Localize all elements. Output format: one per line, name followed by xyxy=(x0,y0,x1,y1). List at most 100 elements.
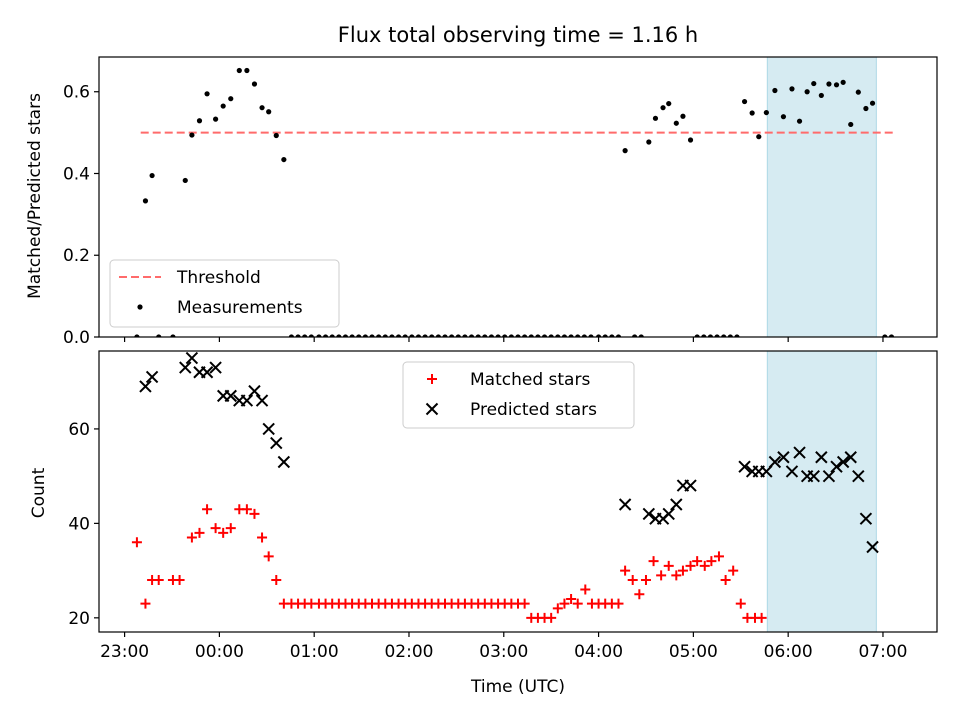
measurement-point xyxy=(763,109,769,116)
measurement-point xyxy=(701,334,707,337)
matched-star-point xyxy=(140,598,151,609)
measurement-point xyxy=(622,148,628,154)
predicted-star-point xyxy=(209,361,222,374)
measurement-point xyxy=(462,334,468,337)
matched-star-point xyxy=(271,575,282,586)
top-panel: 0.0 0.2 0.4 0.6 Threshold Measurements xyxy=(63,56,938,348)
measurement-point xyxy=(429,334,435,337)
legend-matched-swatch xyxy=(427,374,437,384)
measurement-point xyxy=(495,334,501,337)
predicted-star-point xyxy=(852,469,865,483)
matched-star-point xyxy=(218,527,229,538)
matched-star-point xyxy=(552,603,563,614)
measurement-point xyxy=(281,156,287,163)
matched-star-point xyxy=(648,556,659,567)
bottom-x-tick-label: 05:00 xyxy=(669,642,718,662)
measurement-point xyxy=(308,334,314,337)
top-legend: Threshold Measurements xyxy=(109,259,340,328)
measurement-point xyxy=(568,334,574,337)
top-y-tick-label: 0.0 xyxy=(63,328,90,348)
bottom-x-tick-label: 06:00 xyxy=(764,642,813,662)
predicted-star-point xyxy=(248,384,261,398)
measurement-point xyxy=(575,334,581,337)
predicted-star-point xyxy=(240,394,254,407)
measurement-point xyxy=(535,334,541,337)
predicted-star-point xyxy=(768,455,782,469)
matched-star-point xyxy=(546,612,557,623)
predicted-star-point xyxy=(145,370,159,384)
measurement-point xyxy=(789,86,795,92)
measurement-point xyxy=(811,80,817,87)
measurement-point xyxy=(382,334,388,337)
measurement-point xyxy=(721,334,727,337)
measurement-point xyxy=(515,334,521,337)
measurement-point xyxy=(855,89,861,95)
measurement-point xyxy=(402,334,408,337)
measurement-point xyxy=(833,82,840,88)
predicted-star-point xyxy=(738,460,751,473)
matched-star-point xyxy=(131,537,142,548)
measurement-point xyxy=(840,79,846,85)
bottom-legend-box xyxy=(402,361,635,429)
measurement-point xyxy=(435,334,441,337)
predicted-star-point xyxy=(270,436,283,450)
bottom-x-tick-label: 23:00 xyxy=(100,642,149,662)
measurement-point xyxy=(561,334,568,337)
matched-star-point xyxy=(640,575,651,586)
measurement-point xyxy=(595,334,602,337)
measurement-point xyxy=(449,334,455,337)
matched-star-point xyxy=(210,523,221,534)
matched-star-point xyxy=(671,570,682,581)
chart-title: Flux total observing time = 1.16 h xyxy=(338,23,698,47)
matched-star-point xyxy=(728,565,739,576)
measurement-point xyxy=(646,139,652,145)
measurement-point xyxy=(422,334,428,337)
measurement-point xyxy=(170,334,176,337)
top-y-tick-label: 0.2 xyxy=(63,246,90,266)
predicted-star-point xyxy=(785,465,799,478)
predicted-star-point xyxy=(830,460,843,473)
measurement-point xyxy=(468,334,475,337)
measurement-point xyxy=(376,334,382,337)
measurement-point xyxy=(228,96,234,102)
bottom-x-tick-label: 03:00 xyxy=(479,642,528,662)
measurement-point xyxy=(182,177,188,184)
predicted-star-point xyxy=(642,507,656,521)
matched-star-point xyxy=(656,570,667,581)
measurement-point xyxy=(652,115,659,121)
matched-star-point xyxy=(756,612,767,623)
matched-star-point xyxy=(692,556,703,567)
measurement-point xyxy=(848,121,854,128)
bottom-y-tick-label: 60 xyxy=(68,420,90,440)
measurement-point xyxy=(869,100,876,106)
matched-star-point xyxy=(249,508,260,519)
measurement-point xyxy=(349,334,355,337)
top-highlight-band xyxy=(767,57,877,337)
measurement-point xyxy=(734,334,740,337)
measurement-point xyxy=(189,132,195,138)
matched-star-point xyxy=(706,556,717,567)
measurement-point xyxy=(142,198,149,204)
x-axis-label: Time (UTC) xyxy=(470,677,565,697)
measurement-point xyxy=(259,105,265,111)
measurement-point xyxy=(356,334,362,337)
matched-star-point xyxy=(685,560,696,571)
matched-star-point xyxy=(735,598,746,609)
predicted-star-point xyxy=(255,394,269,407)
matched-star-point xyxy=(699,560,710,571)
legend-threshold-label: Threshold xyxy=(176,268,261,288)
measurement-point xyxy=(687,137,694,143)
bottom-y-tick-label: 20 xyxy=(68,609,90,629)
matched-star-point xyxy=(613,598,624,609)
measurement-point xyxy=(442,334,448,337)
predicted-star-point xyxy=(139,380,152,393)
measurement-point xyxy=(609,334,615,337)
measurement-point xyxy=(322,334,329,337)
measurement-point xyxy=(660,105,666,111)
matched-star-point xyxy=(559,598,570,609)
measurement-point xyxy=(638,334,644,337)
measurement-point xyxy=(804,89,810,95)
measurement-point xyxy=(581,334,587,337)
predicted-star-point xyxy=(836,455,850,469)
